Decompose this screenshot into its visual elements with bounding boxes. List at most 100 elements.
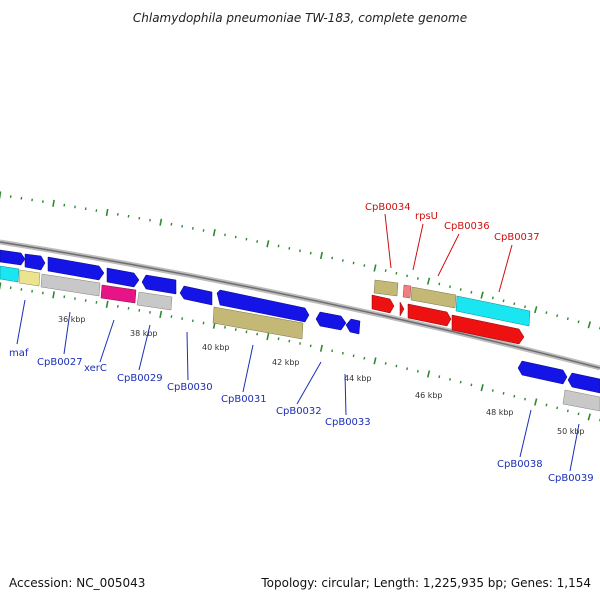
minor-tick (331, 256, 334, 260)
minor-tick (127, 214, 130, 218)
minor-tick (491, 296, 494, 300)
gene-khaki[interactable] (212, 306, 304, 340)
minor-tick (491, 389, 494, 392)
gene-grey[interactable] (40, 273, 101, 297)
minor-tick (309, 344, 312, 348)
scale-label: 40 kbp (202, 343, 230, 352)
gene-blue[interactable] (315, 311, 347, 331)
gene-khaki[interactable] (373, 279, 399, 297)
gene-grey[interactable] (562, 389, 600, 412)
gene-blue[interactable] (517, 360, 568, 385)
minor-tick (245, 237, 248, 241)
minor-tick (513, 394, 516, 398)
gene-red[interactable] (407, 303, 452, 327)
gene-khaki[interactable] (410, 286, 457, 309)
minor-tick (245, 330, 248, 334)
gene-label[interactable]: CpB0030 (167, 382, 213, 393)
gene-label[interactable]: CpB0027 (37, 357, 83, 368)
minor-tick (288, 339, 291, 343)
major-tick (373, 264, 377, 272)
genome-summary-text: Topology: circular; Length: 1,225,935 bp… (260, 576, 591, 590)
minor-tick (191, 226, 194, 230)
gene-grey[interactable] (136, 291, 173, 311)
minor-tick (566, 409, 569, 413)
major-tick (534, 306, 538, 314)
gene-label[interactable]: CpB0034 (365, 202, 411, 213)
minor-tick (449, 285, 451, 289)
major-tick (426, 370, 431, 378)
gene-blue[interactable] (567, 372, 600, 394)
gene-red[interactable] (451, 314, 525, 345)
minor-tick (577, 320, 580, 324)
minor-tick (116, 304, 119, 308)
inner-gene-labels: maf CpB0027 xerC CpB0029 CpB0030 CpB0031… (9, 348, 594, 484)
minor-tick (341, 351, 344, 355)
major-tick (319, 344, 323, 352)
minor-tick (299, 342, 301, 345)
gene-label[interactable]: CpB0038 (497, 459, 543, 470)
gene-label[interactable]: CpB0032 (276, 406, 322, 417)
minor-tick (545, 403, 548, 407)
minor-tick (41, 291, 44, 295)
minor-tick (470, 290, 473, 294)
minor-tick (191, 319, 194, 323)
minor-tick (277, 244, 280, 248)
gene-label[interactable]: CpB0036 (444, 221, 490, 232)
gene-red[interactable] (399, 301, 405, 317)
minor-tick (406, 367, 409, 371)
gene-label[interactable]: CpB0031 (221, 394, 267, 405)
gene-label[interactable]: CpB0039 (548, 473, 594, 484)
major-tick (159, 218, 163, 226)
gene-pink[interactable] (402, 284, 412, 299)
gene-blue[interactable] (24, 253, 46, 271)
minor-tick (202, 321, 205, 325)
minor-tick (363, 356, 366, 360)
gene-blue[interactable] (345, 318, 361, 335)
gene-blue[interactable] (106, 267, 140, 288)
gene-label[interactable]: CpB0033 (325, 417, 371, 428)
gene-label[interactable]: maf (9, 348, 29, 359)
major-tick (587, 321, 592, 329)
scale-label: 48 kbp (486, 408, 514, 417)
minor-tick (395, 364, 398, 368)
major-tick (480, 291, 484, 299)
gene-blue[interactable] (0, 249, 26, 266)
minor-tick (234, 328, 237, 331)
scale-label: 46 kbp (415, 391, 443, 400)
gene-label[interactable]: xerC (84, 363, 107, 374)
gene-label[interactable]: rpsU (415, 211, 438, 222)
minor-tick (556, 406, 559, 410)
minor-tick (331, 349, 334, 353)
minor-tick (459, 380, 462, 384)
minor-tick (299, 249, 301, 253)
gene-cyan[interactable] (455, 295, 531, 327)
scale-label: 42 kbp (272, 358, 300, 367)
major-tick (373, 357, 377, 365)
gene-blue[interactable] (179, 285, 213, 306)
minor-tick (556, 314, 559, 318)
outer-scale-ring (0, 191, 600, 330)
minor-tick (352, 354, 355, 358)
gene-blue[interactable] (141, 274, 177, 295)
minor-tick (470, 383, 473, 387)
minor-tick (234, 235, 237, 239)
gene-blue[interactable] (47, 256, 105, 281)
gene-magenta[interactable] (100, 284, 137, 304)
gene-red[interactable] (371, 294, 395, 314)
minor-tick (449, 378, 451, 381)
major-tick (0, 282, 2, 290)
minor-tick (513, 302, 516, 306)
gene-cyan[interactable] (0, 265, 20, 283)
minor-tick (170, 222, 173, 226)
inner-leader-lines (16, 299, 580, 472)
gene-blue[interactable] (216, 289, 310, 323)
minor-tick (416, 277, 419, 280)
minor-tick (524, 397, 526, 401)
minor-tick (256, 332, 259, 336)
gene-label[interactable]: CpB0037 (494, 232, 540, 243)
gene-label[interactable]: CpB0029 (117, 373, 163, 384)
gene-yellow[interactable] (18, 269, 41, 287)
minor-tick (309, 251, 312, 255)
minor-tick (170, 315, 173, 318)
major-tick (587, 413, 591, 421)
